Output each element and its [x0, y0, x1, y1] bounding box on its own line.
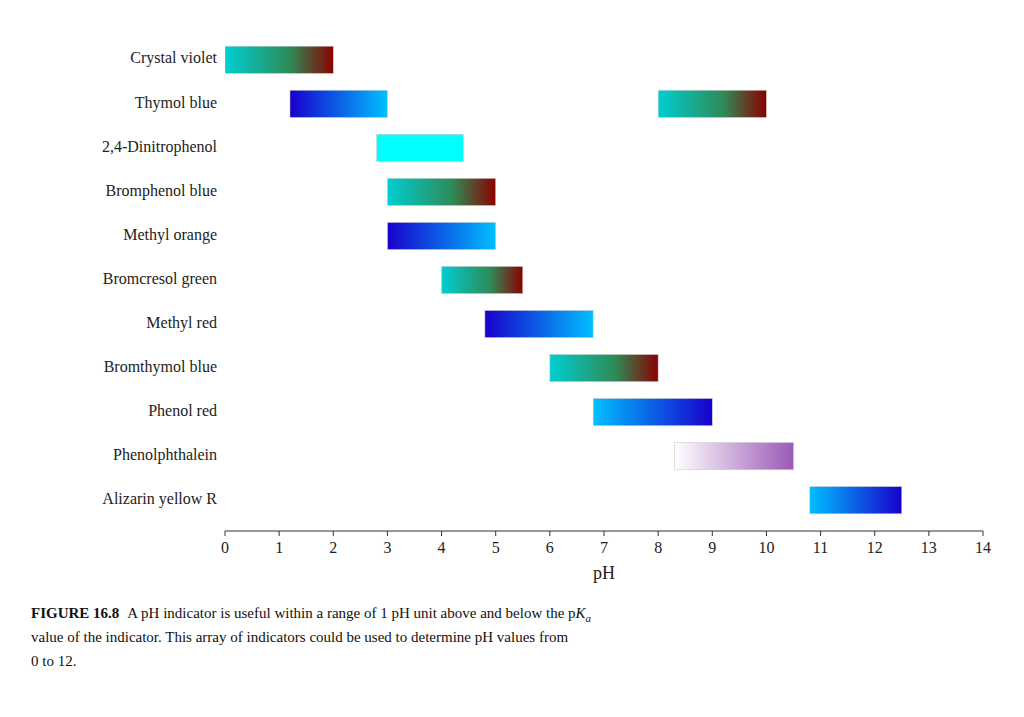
- x-tick: [333, 531, 334, 536]
- range-bar: [377, 134, 464, 161]
- range-bar: [485, 310, 593, 337]
- category-label: Phenolphthalein: [113, 446, 217, 464]
- category-label: 2,4-Dinitrophenol: [102, 138, 218, 156]
- category-label: Methyl red: [146, 314, 217, 332]
- range-bar: [593, 398, 712, 425]
- caption-line: FIGURE 16.8 A pH indicator is useful with…: [31, 605, 592, 624]
- x-tick: [712, 531, 713, 536]
- x-tick-label: 0: [221, 539, 229, 556]
- x-tick-label: 12: [867, 539, 883, 556]
- x-tick: [604, 531, 605, 536]
- x-tick: [928, 531, 929, 536]
- caption-text: 0 to 12.: [31, 653, 76, 669]
- x-tick: [495, 531, 496, 536]
- category-label: Bromcresol green: [103, 270, 217, 288]
- category-label: Phenol red: [148, 402, 217, 419]
- x-tick: [441, 531, 442, 536]
- category-label: Alizarin yellow R: [102, 490, 217, 508]
- range-bar: [387, 222, 495, 249]
- range-bar: [290, 90, 387, 117]
- category-label: Methyl orange: [123, 226, 217, 244]
- x-tick: [549, 531, 550, 536]
- caption-text: A pH indicator is useful within a range …: [127, 605, 575, 621]
- x-tick-label: 7: [600, 539, 608, 556]
- x-tick-label: 6: [546, 539, 554, 556]
- x-tick: [387, 531, 388, 536]
- x-tick-label: 3: [383, 539, 391, 556]
- x-tick-label: 13: [921, 539, 937, 556]
- x-tick-label: 9: [708, 539, 716, 556]
- range-bar: [658, 90, 766, 117]
- category-label: Thymol blue: [135, 94, 217, 112]
- caption-line: value of the indicator. This array of in…: [31, 629, 568, 645]
- x-tick-label: 1: [275, 539, 283, 556]
- x-tick-label: 5: [492, 539, 500, 556]
- x-tick: [658, 531, 659, 536]
- chart: Crystal violet Thymol blue 2,4-Dinitrophen…: [0, 0, 1024, 717]
- x-tick: [225, 531, 226, 536]
- x-tick: [820, 531, 821, 536]
- x-tick: [766, 531, 767, 536]
- x-axis-label: pH: [593, 563, 615, 583]
- category-label: Crystal violet: [130, 49, 217, 67]
- x-tick-label: 10: [758, 539, 774, 556]
- caption-text: FIGURE 16.8: [31, 605, 119, 621]
- x-tick-label: 8: [654, 539, 662, 556]
- range-bar: [550, 354, 658, 381]
- range-bar: [442, 266, 523, 293]
- caption-text: value of the indicator. This array of in…: [31, 629, 568, 645]
- range-bar: [674, 442, 793, 469]
- x-tick-label: 4: [438, 539, 446, 556]
- range-bar: [387, 178, 495, 205]
- x-tick: [983, 531, 984, 536]
- category-label: Bromphenol blue: [105, 182, 217, 200]
- caption-text: a: [586, 612, 592, 624]
- bars: [225, 46, 902, 514]
- x-tick-label: 14: [975, 539, 991, 556]
- range-bar: [810, 487, 902, 514]
- range-bar: [225, 46, 333, 73]
- category-label: Bromthymol blue: [104, 358, 217, 376]
- x-tick-label: 2: [329, 539, 337, 556]
- x-tick: [874, 531, 875, 536]
- caption-line: 0 to 12.: [31, 653, 76, 669]
- x-tick: [279, 531, 280, 536]
- x-tick-label: 11: [813, 539, 828, 556]
